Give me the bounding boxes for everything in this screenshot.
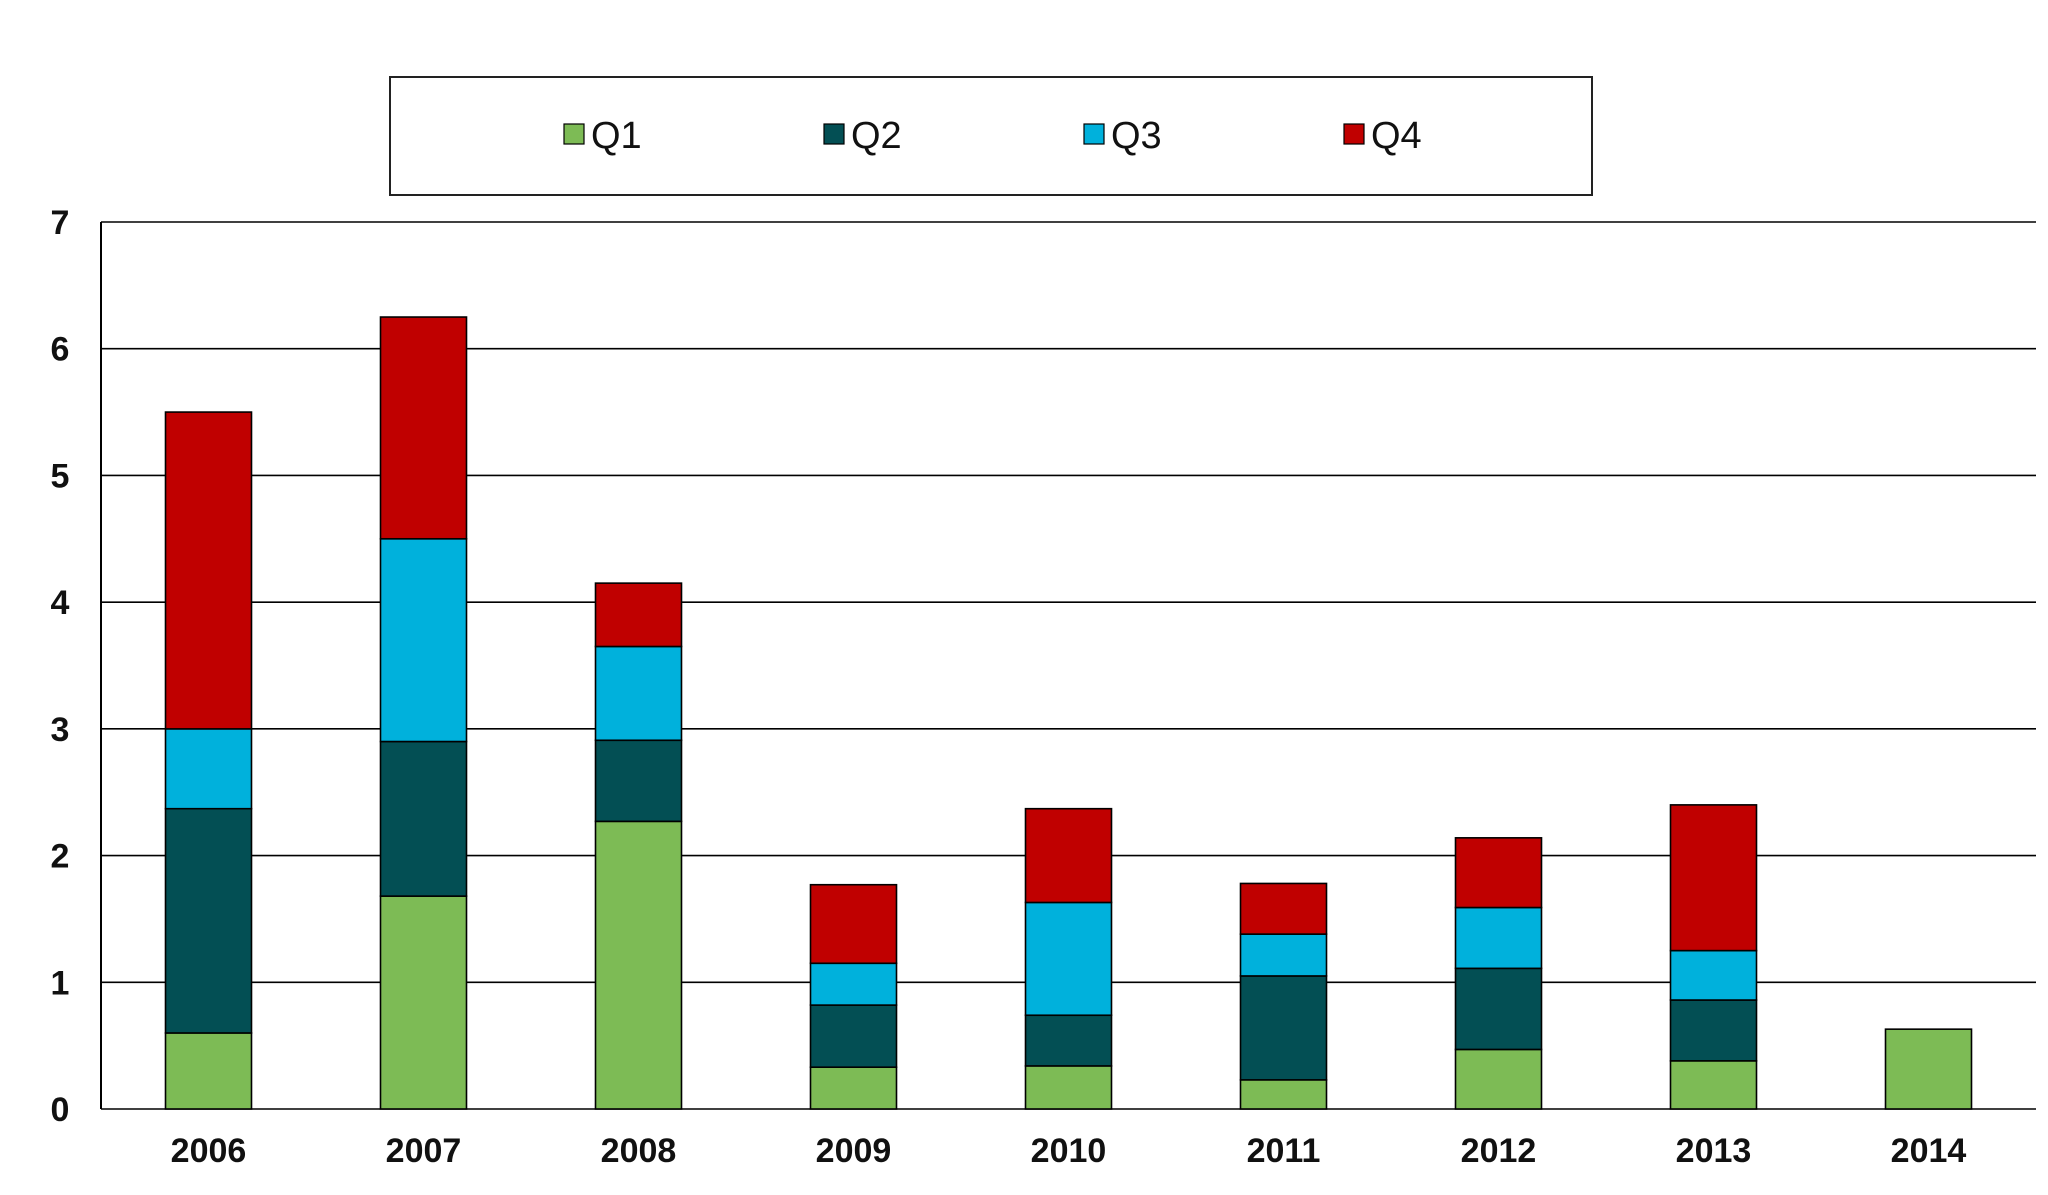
y-axis-ticks: 0 1 2 3 4 5 6 7 xyxy=(51,204,70,1129)
bar-2010-q1 xyxy=(1024,1065,1113,1110)
y-tick-label: 1 xyxy=(51,964,70,1002)
x-tick-label: 2008 xyxy=(601,1132,677,1170)
y-tick-label: 5 xyxy=(51,457,70,495)
bar-2013-q3 xyxy=(1669,949,1758,1001)
y-tick-label: 6 xyxy=(51,331,70,369)
legend: Q1 Q2 Q3 Q4 xyxy=(563,115,1422,157)
bar-2006-q2 xyxy=(164,807,253,1034)
bar-2007-q3 xyxy=(379,537,468,743)
bar-2006-q4 xyxy=(164,411,253,730)
bar-2011-q1 xyxy=(1239,1079,1328,1110)
bar-2007-q2 xyxy=(379,740,468,897)
legend-swatch-q4 xyxy=(1343,123,1365,145)
y-tick-label: 7 xyxy=(51,204,70,242)
bar-2009-q4 xyxy=(809,883,898,965)
bar-2008-q2 xyxy=(594,739,683,823)
bars xyxy=(164,316,1973,1110)
bar-2011-q3 xyxy=(1239,933,1328,977)
legend-label-q3: Q3 xyxy=(1111,115,1162,157)
bar-2010-q3 xyxy=(1024,901,1113,1017)
legend-swatch-q2 xyxy=(823,123,845,145)
bar-2013-q4 xyxy=(1669,804,1758,952)
legend-label-q1: Q1 xyxy=(591,115,642,157)
bar-2009-q1 xyxy=(809,1066,898,1110)
bar-2010-q4 xyxy=(1024,807,1113,904)
bar-2011-q2 xyxy=(1239,975,1328,1081)
x-tick-label: 2011 xyxy=(1247,1132,1321,1170)
legend-box xyxy=(389,76,1593,196)
legend-label-q2: Q2 xyxy=(851,115,902,157)
legend-label-q4: Q4 xyxy=(1371,115,1422,157)
bar-2007-q1 xyxy=(379,895,468,1110)
bar-2007-q4 xyxy=(379,316,468,540)
bar-2012-q1 xyxy=(1454,1048,1543,1110)
bar-2012-q3 xyxy=(1454,906,1543,970)
bar-2010-q2 xyxy=(1024,1014,1113,1067)
y-tick-label: 4 xyxy=(51,584,70,622)
bar-2011-q4 xyxy=(1239,882,1328,935)
bar-2012-q4 xyxy=(1454,837,1543,909)
y-tick-label: 0 xyxy=(51,1091,70,1129)
x-tick-label: 2006 xyxy=(171,1132,247,1170)
bar-2013-q2 xyxy=(1669,999,1758,1062)
bar-2008-q4 xyxy=(594,582,683,648)
bar-2009-q3 xyxy=(809,962,898,1006)
x-tick-label: 2013 xyxy=(1676,1132,1752,1170)
bar-2006-q1 xyxy=(164,1032,253,1110)
x-tick-label: 2010 xyxy=(1031,1132,1107,1170)
x-axis-ticks: 2006 2007 2008 2009 2010 2011 2012 2013 2014 xyxy=(171,1132,1967,1170)
x-tick-label: 2014 xyxy=(1891,1132,1967,1170)
x-tick-label: 2009 xyxy=(816,1132,892,1170)
y-tick-label: 2 xyxy=(51,838,70,876)
bar-2014-q1 xyxy=(1884,1028,1973,1110)
x-tick-label: 2007 xyxy=(386,1132,462,1170)
bar-2009-q2 xyxy=(809,1004,898,1068)
bar-2008-q3 xyxy=(594,645,683,742)
legend-swatch-q1 xyxy=(563,123,585,145)
bar-2008-q1 xyxy=(594,820,683,1110)
bar-2013-q1 xyxy=(1669,1060,1758,1110)
legend-swatch-q3 xyxy=(1083,123,1105,145)
y-tick-label: 3 xyxy=(51,711,70,749)
x-tick-label: 2012 xyxy=(1461,1132,1537,1170)
bar-2012-q2 xyxy=(1454,967,1543,1051)
bar-2006-q3 xyxy=(164,728,253,810)
